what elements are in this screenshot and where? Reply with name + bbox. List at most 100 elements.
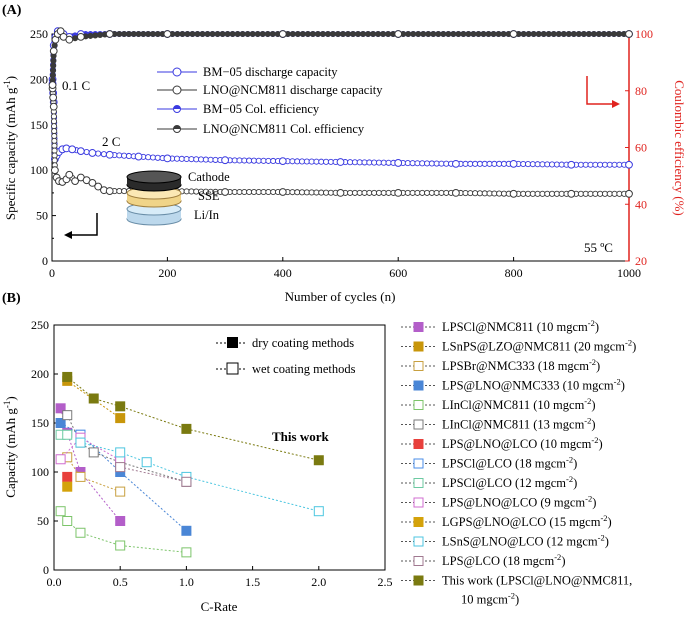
b-data-point <box>115 462 126 473</box>
a-series-marker <box>319 30 326 38</box>
b-series-line <box>66 457 121 493</box>
a-series-marker <box>445 30 452 38</box>
b-legend-marker <box>413 419 424 430</box>
b-legend-marker <box>413 458 424 469</box>
b-legend-text-sup: -2 <box>566 474 573 484</box>
a-data-point <box>625 189 633 198</box>
a-series-marker <box>530 30 537 38</box>
a-y-tick-label: 250 <box>30 27 48 41</box>
b-data-point <box>55 403 66 414</box>
a-series-marker <box>100 151 107 158</box>
cell-stack-schematic: Cathode SSE Li/In <box>126 170 230 226</box>
a-series-marker <box>264 30 271 38</box>
b-x-tick-label: 1.0 <box>179 575 194 589</box>
b-legend-text: LSnPS@LZO@NMC811 (20 mgcm-2) <box>442 338 636 354</box>
a-y-tick-label: 50 <box>36 209 48 223</box>
b-data-point <box>75 437 86 448</box>
panel-b-x-axis-label: C-Rate <box>201 599 238 614</box>
legend-text-lno-capacity: LNO@NCM811 discharge capacity <box>203 83 383 97</box>
b-legend-text-name: This work (LPSCl@LNO@NMC811, <box>442 574 632 588</box>
b-data-point <box>62 429 73 440</box>
cell-label-sse: SSE <box>198 189 220 203</box>
a-series-marker <box>51 128 58 135</box>
panel-b-plot-frame <box>53 324 386 571</box>
a-series-marker <box>239 30 246 38</box>
a-y-tick-label: 0 <box>42 254 48 268</box>
panel-b-y-axis-label: Capacity (mAh g-1) <box>2 396 18 497</box>
b-data-point <box>115 486 126 497</box>
panel-b-label: (B) <box>2 291 21 306</box>
a-series-marker <box>490 30 497 38</box>
b-legend-text-sup: -2 <box>598 533 605 543</box>
b-legend-text: This work (LPSCl@LNO@NMC811, <box>442 574 632 588</box>
a-series-marker <box>51 42 58 49</box>
b-legend-text-name: LPSCl@LCO (18 mgcm <box>442 457 566 471</box>
a-data-point <box>452 189 460 197</box>
b-data-point <box>62 471 73 482</box>
b-y-tick-label: 50 <box>37 514 49 528</box>
b-legend-text-name: LPSCl@LCO (12 mgcm <box>442 476 566 490</box>
a-series-marker <box>304 30 311 38</box>
a-series-marker <box>535 30 542 38</box>
a-series-marker <box>349 30 357 38</box>
a-series-marker <box>355 30 362 38</box>
a-data-point <box>65 35 74 44</box>
b-x-tick-label: 0.5 <box>113 575 128 589</box>
a-data-point <box>50 166 59 175</box>
a-data-point <box>134 152 143 161</box>
b-legend-text-line2-main: 10 mgcm <box>461 593 508 607</box>
a-data-point <box>625 160 633 169</box>
b-legend-text-name: LPSBr@NMC333 (18 mgcm <box>442 359 589 373</box>
a-series-marker <box>179 30 186 38</box>
legend-marker-bm05-ce-half <box>173 105 181 109</box>
legend-text-bm05-ce: BM−05 Col. efficiency <box>203 102 320 116</box>
b-legend-text-tail: ) <box>595 320 599 334</box>
key-dry-marker <box>227 337 238 348</box>
a-y2-tick-label: 60 <box>635 141 647 155</box>
a-series-marker <box>500 30 507 38</box>
a-series-marker <box>425 30 432 38</box>
panel-b-y-axis-label-sup: -1 <box>2 401 12 409</box>
b-legend-text: LPS@LNO@LCO (9 mgcm-2) <box>442 494 596 510</box>
a-data-point <box>105 30 114 38</box>
b-x-tick-label: 2.0 <box>311 575 326 589</box>
b-legend-marker <box>413 517 424 527</box>
a-data-point <box>221 188 230 196</box>
b-data-point <box>115 540 126 551</box>
b-legend-text-sup: -2 <box>588 318 595 328</box>
a-series-marker <box>259 30 266 38</box>
a-series-marker <box>420 30 427 38</box>
a-series-marker <box>83 148 90 156</box>
rate-label-high: 2 C <box>102 134 120 149</box>
a-series-marker <box>475 30 482 38</box>
b-legend-text-tail: ) <box>515 593 519 607</box>
legend-text-bm05-capacity: BM−05 discharge capacity <box>203 65 338 79</box>
a-data-point <box>509 30 518 38</box>
a-data-point <box>278 30 287 38</box>
a-series-line <box>51 28 629 86</box>
a-series-marker <box>570 30 577 38</box>
b-series-0 <box>55 403 126 526</box>
key-dry-text: dry coating methods <box>252 336 354 350</box>
a-data-point <box>509 159 518 168</box>
b-x-tick-label: 2.5 <box>378 575 393 589</box>
b-legend-text-name: LSnS@LNO@LCO (12 mgcm <box>442 535 598 549</box>
this-work-annotation: This work <box>272 429 329 444</box>
a-series-marker <box>430 30 437 38</box>
b-legend-text-sup: -2 <box>585 494 592 504</box>
b-y-tick-label: 250 <box>31 318 49 332</box>
b-legend-text: LInCl@NMC811 (13 mgcm-2) <box>442 416 596 432</box>
a-data-point <box>509 189 518 198</box>
a-series-marker <box>51 147 58 154</box>
panel-a-x-axis-label: Number of cycles (n) <box>285 289 396 304</box>
b-data-point <box>75 527 86 538</box>
a-series-marker <box>610 30 617 38</box>
a-series-marker <box>600 30 607 38</box>
b-y-tick-label: 150 <box>31 416 49 430</box>
panel-b-legend: LPSCl@NMC811 (10 mgcm-2)LSnPS@LZO@NMC811… <box>401 318 636 607</box>
b-legend-text-sup: -2 <box>584 416 591 426</box>
a-series-marker <box>334 30 342 38</box>
b-series-11 <box>75 437 324 517</box>
a-data-point <box>452 159 460 168</box>
